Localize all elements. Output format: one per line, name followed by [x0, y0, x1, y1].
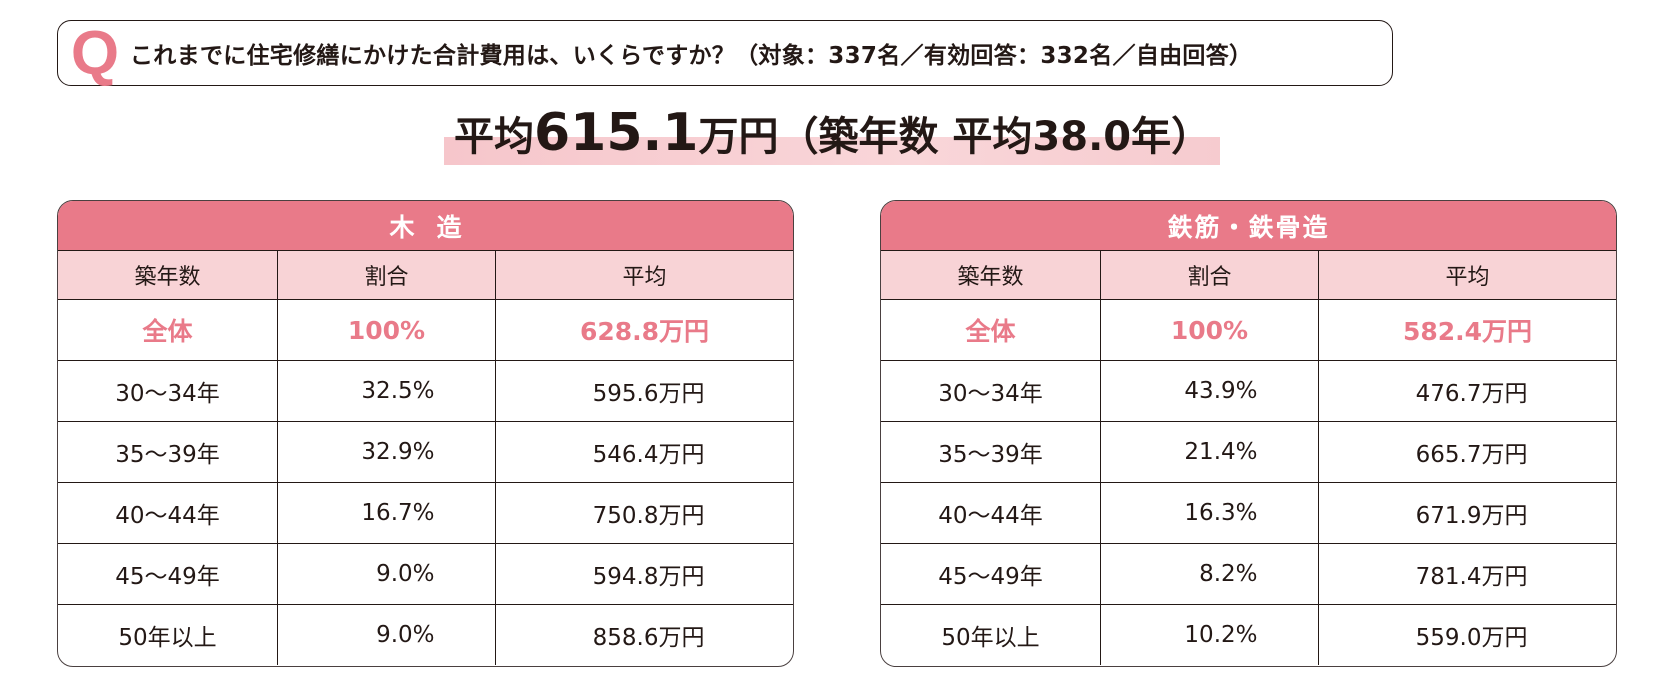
average-value: 594.8万円 — [592, 564, 705, 590]
header-row: 築年数 割合 平均 — [58, 251, 793, 300]
age-range: 45〜49年 — [58, 544, 278, 604]
age-range: 45〜49年 — [881, 544, 1101, 604]
total-average: 582.4万円 — [1402, 317, 1533, 346]
age-range: 35〜39年 — [58, 422, 278, 482]
age-range: 50年以上 — [881, 605, 1101, 665]
average: 559.0万円 — [1319, 605, 1616, 665]
average-value: 595.6万円 — [592, 381, 705, 407]
header-row: 築年数 割合 平均 — [881, 251, 1616, 300]
total-row: 全体 100% 582.4万円 — [881, 300, 1616, 361]
headline-label: 平均 — [454, 114, 534, 160]
total-label: 全体 — [58, 300, 278, 360]
average: 476.7万円 — [1319, 361, 1616, 421]
average-value: 665.7万円 — [1415, 442, 1528, 468]
question-box: Q これまでに住宅修繕にかけた合計費用は、いくらですか？（対象：337名／有効回… — [57, 20, 1393, 86]
ratio-value: 16.7% — [361, 500, 435, 526]
average-value: 781.4万円 — [1415, 564, 1528, 590]
ratio-value: 43.9% — [1184, 378, 1258, 404]
average-value: 559.0万円 — [1415, 625, 1528, 651]
table-row: 40〜44年 16.7% 750.8万円 — [58, 483, 793, 544]
age-range: 40〜44年 — [58, 483, 278, 543]
ratio: 32.5% — [278, 361, 496, 421]
average-value: 671.9万円 — [1415, 503, 1528, 529]
average-value: 750.8万円 — [592, 503, 705, 529]
question-text: これまでに住宅修繕にかけた合計費用は、いくらですか？（対象：337名／有効回答：… — [130, 43, 1253, 69]
ratio: 9.0% — [278, 544, 496, 604]
table-title: 鉄筋・鉄骨造 — [881, 201, 1616, 251]
ratio-value: 10.2% — [1184, 622, 1258, 648]
ratio-value: 21.4% — [1184, 439, 1258, 465]
table-row: 35〜39年 21.4% 665.7万円 — [881, 422, 1616, 483]
headline-text: 平均615.1万円（築年数 平均38.0年） — [454, 104, 1211, 174]
ratio-value: 32.9% — [361, 439, 435, 465]
ratio-value: 8.2% — [1199, 561, 1258, 587]
ratio-value: 9.0% — [376, 622, 435, 648]
average: 781.4万円 — [1319, 544, 1616, 604]
average: 595.6万円 — [496, 361, 793, 421]
average: 750.8万円 — [496, 483, 793, 543]
average: 858.6万円 — [496, 605, 793, 665]
table-row: 40〜44年 16.3% 671.9万円 — [881, 483, 1616, 544]
table-row: 30〜34年 43.9% 476.7万円 — [881, 361, 1616, 422]
ratio: 21.4% — [1101, 422, 1319, 482]
ratio: 10.2% — [1101, 605, 1319, 665]
header-age: 築年数 — [58, 251, 278, 299]
ratio: 43.9% — [1101, 361, 1319, 421]
header-average: 平均 — [622, 265, 667, 290]
table-row: 45〜49年 9.0% 594.8万円 — [58, 544, 793, 605]
table-title: 木造 — [58, 201, 793, 251]
total-average: 628.8万円 — [579, 317, 710, 346]
table-row: 50年以上 10.2% 559.0万円 — [881, 605, 1616, 665]
total-ratio: 100% — [278, 300, 496, 360]
ratio-value: 9.0% — [376, 561, 435, 587]
average: 546.4万円 — [496, 422, 793, 482]
age-range: 35〜39年 — [881, 422, 1101, 482]
average: 594.8万円 — [496, 544, 793, 604]
age-range: 30〜34年 — [58, 361, 278, 421]
table-row: 50年以上 9.0% 858.6万円 — [58, 605, 793, 665]
ratio: 9.0% — [278, 605, 496, 665]
ratio-value: 32.5% — [361, 378, 435, 404]
headline-sub: （築年数 平均38.0年） — [778, 114, 1212, 160]
highlight-band — [444, 137, 1220, 165]
ratio: 16.7% — [278, 483, 496, 543]
average-value: 476.7万円 — [1415, 381, 1528, 407]
average: 665.7万円 — [1319, 422, 1616, 482]
ratio: 8.2% — [1101, 544, 1319, 604]
table-row: 45〜49年 8.2% 781.4万円 — [881, 544, 1616, 605]
header-average: 平均 — [1445, 265, 1490, 290]
age-range: 30〜34年 — [881, 361, 1101, 421]
steel-table: 鉄筋・鉄骨造 築年数 割合 平均 全体 100% 582.4万円 30〜34年 … — [880, 200, 1617, 667]
ratio: 32.9% — [278, 422, 496, 482]
table-row: 35〜39年 32.9% 546.4万円 — [58, 422, 793, 483]
table-row: 30〜34年 32.5% 595.6万円 — [58, 361, 793, 422]
wood-table: 木造 築年数 割合 平均 全体 100% 628.8万円 30〜34年 32.5… — [57, 200, 794, 667]
average-headline: 平均615.1万円（築年数 平均38.0年） — [444, 104, 1220, 166]
total-ratio: 100% — [1101, 300, 1319, 360]
average: 671.9万円 — [1319, 483, 1616, 543]
age-range: 50年以上 — [58, 605, 278, 665]
headline-value: 615.1 — [534, 103, 699, 163]
ratio: 16.3% — [1101, 483, 1319, 543]
age-range: 40〜44年 — [881, 483, 1101, 543]
ratio-value: 16.3% — [1184, 500, 1258, 526]
total-label: 全体 — [881, 300, 1101, 360]
q-mark-icon: Q — [70, 19, 120, 88]
total-row: 全体 100% 628.8万円 — [58, 300, 793, 361]
header-ratio: 割合 — [1101, 251, 1319, 299]
headline-unit: 万円 — [698, 114, 779, 160]
header-age: 築年数 — [881, 251, 1101, 299]
average-value: 858.6万円 — [592, 625, 705, 651]
header-ratio: 割合 — [278, 251, 496, 299]
average-value: 546.4万円 — [592, 442, 705, 468]
